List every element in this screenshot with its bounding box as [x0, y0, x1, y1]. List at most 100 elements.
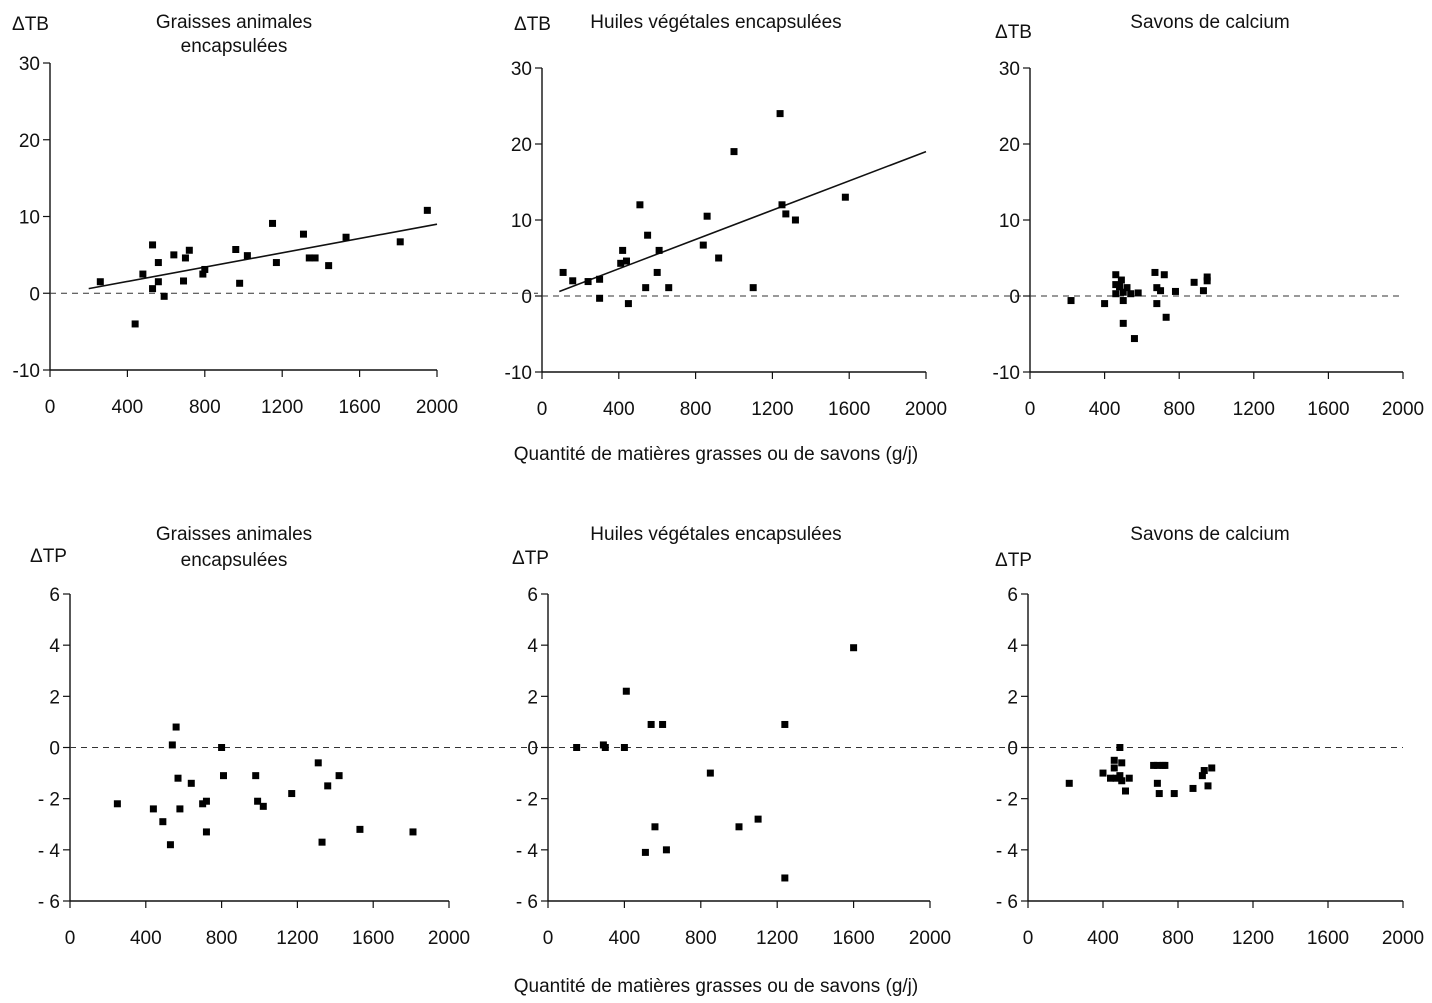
data-point: [159, 818, 167, 826]
y-tick-label: - 4: [516, 841, 539, 862]
data-point: [781, 874, 789, 882]
data-point: [1067, 297, 1075, 305]
data-point: [409, 828, 417, 836]
data-point: [559, 268, 567, 276]
y-axis-label: ΔTP: [512, 548, 549, 569]
data-point: [236, 279, 244, 287]
data-point: [1153, 284, 1161, 292]
x-tick-label: 0: [543, 928, 554, 949]
data-point: [1112, 774, 1120, 782]
data-point: [1118, 759, 1126, 767]
y-tick-label: -10: [505, 363, 532, 384]
data-point: [166, 841, 174, 849]
y-tick-label: 30: [511, 59, 532, 80]
data-point: [149, 241, 157, 249]
x-tick-label: 0: [45, 397, 56, 418]
data-point: [791, 216, 799, 224]
y-tick-label: 4: [1007, 636, 1018, 657]
x-tick-label: 1600: [1307, 399, 1349, 420]
y-axis-label: ΔTP: [30, 546, 67, 567]
data-point: [131, 320, 139, 328]
y-axis-label: ΔTP: [995, 550, 1032, 571]
data-point: [176, 805, 184, 813]
data-point: [662, 846, 670, 854]
y-axis-label: ΔTB: [12, 14, 49, 35]
y-tick-label: - 2: [996, 790, 1018, 811]
x-tick-label: 800: [685, 928, 717, 949]
data-point: [154, 278, 162, 286]
data-point: [703, 212, 711, 220]
data-point: [219, 772, 227, 780]
data-point: [1153, 300, 1161, 308]
data-point: [619, 246, 627, 254]
data-point: [269, 219, 277, 227]
data-point: [1110, 764, 1118, 772]
chart-title-line: encapsulées: [181, 550, 288, 571]
data-point: [1150, 761, 1158, 769]
x-tick-label: 800: [189, 397, 221, 418]
data-point: [1153, 761, 1161, 769]
data-point: [596, 275, 604, 283]
data-point: [584, 278, 592, 286]
data-point: [423, 206, 431, 214]
x-tick-label: 2000: [909, 928, 951, 949]
panel-1: Graisses animalesencapsuléesΔTB-10010203…: [12, 12, 538, 418]
data-point: [641, 848, 649, 856]
data-point: [1119, 319, 1127, 327]
data-point: [1119, 297, 1127, 305]
x-tick-label: 400: [1087, 928, 1119, 949]
x-tick-label: 1200: [276, 928, 318, 949]
data-point: [1116, 772, 1124, 780]
x-tick-label: 1600: [338, 397, 380, 418]
data-point: [259, 802, 267, 810]
data-point: [749, 284, 757, 292]
data-point: [180, 277, 188, 285]
data-point: [1101, 300, 1109, 308]
x-tick-label: 1600: [828, 399, 870, 420]
data-point: [1110, 756, 1118, 764]
chart-title-line: encapsulées: [181, 36, 288, 57]
x-tick-label: 1200: [1233, 399, 1275, 420]
data-point: [1170, 790, 1178, 798]
data-point: [1122, 787, 1129, 795]
regression-line: [88, 223, 438, 290]
data-point: [1125, 774, 1133, 782]
data-point: [1155, 790, 1163, 798]
y-axis-label: ΔTB: [514, 14, 551, 35]
x-tick-label: 0: [1023, 928, 1034, 949]
chart-title-line: Huiles végétales encapsulées: [590, 524, 841, 545]
data-point: [139, 270, 147, 278]
chart-title-line: Savons de calcium: [1130, 12, 1289, 33]
x-tick-label: 1600: [1307, 928, 1349, 949]
data-point: [299, 230, 307, 238]
data-point: [335, 772, 343, 780]
data-point: [1208, 764, 1216, 772]
y-tick-label: - 4: [996, 841, 1019, 862]
data-point: [573, 744, 581, 751]
data-point: [1162, 313, 1170, 321]
data-point: [1107, 774, 1114, 782]
x-tick-label: 2000: [1382, 928, 1424, 949]
y-tick-label: - 2: [38, 790, 60, 811]
y-tick-label: 2: [49, 687, 60, 708]
data-point: [596, 294, 604, 302]
data-point: [324, 782, 332, 790]
x-tick-label: 2000: [1382, 399, 1424, 420]
regression-line: [558, 150, 927, 293]
y-tick-label: 10: [511, 211, 532, 232]
data-point: [272, 259, 280, 267]
data-point: [781, 720, 789, 728]
chart-title-line: Graisses animales: [156, 524, 312, 545]
data-point: [396, 238, 404, 246]
y-tick-label: 0: [1007, 739, 1018, 760]
y-tick-label: 0: [29, 284, 40, 305]
data-point: [624, 300, 632, 308]
x-tick-label: 1200: [756, 928, 798, 949]
x-tick-label: 1200: [1232, 928, 1274, 949]
data-point: [232, 246, 240, 254]
data-point: [218, 744, 226, 751]
y-tick-label: 4: [49, 636, 60, 657]
data-point: [1130, 335, 1138, 343]
data-point: [1204, 782, 1212, 790]
data-point: [154, 259, 162, 267]
